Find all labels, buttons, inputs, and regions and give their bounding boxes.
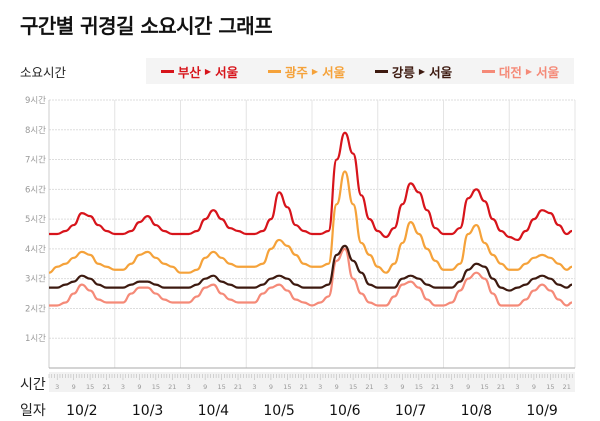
arrow-icon: ▶ <box>204 66 212 76</box>
date-tick-label: 10/7 <box>395 403 426 419</box>
legend-item: 대전 ▶ 서울 <box>481 62 560 81</box>
y-tick-label: 2시간 <box>25 303 46 314</box>
arrow-icon: ▶ <box>525 66 533 76</box>
series-line <box>48 247 573 307</box>
y-tick-label: 4시간 <box>25 244 46 255</box>
arrow-icon: ▶ <box>311 66 319 76</box>
hour-tick-label: 21 <box>300 383 308 391</box>
date-tick-label: 10/9 <box>526 403 557 419</box>
hour-tick-label: 15 <box>283 383 291 391</box>
y-tick-label: 1시간 <box>25 333 46 344</box>
time-row-label: 시간 <box>20 377 46 393</box>
hour-tick-label: 9 <box>400 383 404 391</box>
hour-tick-label: 3 <box>450 383 454 391</box>
hour-tick-label: 9 <box>203 383 207 391</box>
hour-tick-label: 15 <box>217 383 225 391</box>
legend-item: 강릉 ▶ 서울 <box>374 62 453 81</box>
hour-tick-label: 15 <box>546 383 554 391</box>
hour-tick-label: 3 <box>318 383 322 391</box>
legend-swatch <box>481 69 495 73</box>
hour-tick-label: 3 <box>55 383 59 391</box>
y-axis-title: 소요시간 <box>20 65 67 80</box>
legend-item: 광주 ▶ 서울 <box>267 62 346 81</box>
hour-tick-label: 9 <box>72 383 76 391</box>
hour-tick-label: 9 <box>466 383 470 391</box>
series-line <box>49 244 573 292</box>
hour-tick-label: 21 <box>563 383 571 391</box>
chart-title: 구간별 귀경길 소요시간 그래프 <box>20 14 273 38</box>
date-tick-label: 10/5 <box>263 403 294 419</box>
legend-origin: 대전 <box>498 64 522 80</box>
hour-tick-label: 9 <box>532 383 536 391</box>
arrow-icon: ▶ <box>418 66 426 76</box>
y-tick-label: 9시간 <box>25 95 46 106</box>
legend-destination: 서울 <box>429 64 453 80</box>
hour-tick-label: 21 <box>365 383 373 391</box>
hour-tick-label: 3 <box>252 383 256 391</box>
date-tick-label: 10/4 <box>198 403 230 419</box>
y-tick-label: 3시간 <box>25 274 46 285</box>
legend-origin: 광주 <box>284 64 308 80</box>
legend-swatch <box>160 69 174 73</box>
legend-swatch <box>267 69 281 73</box>
legend: 부산 ▶ 서울 광주 ▶ 서울 강릉 ▶ 서울 대전 ▶ 서울 <box>146 58 574 84</box>
hour-tick-label: 21 <box>168 383 176 391</box>
hour-tick-label: 21 <box>431 383 439 391</box>
y-tick-label: 8시간 <box>25 125 46 136</box>
hour-tick-label: 15 <box>415 383 423 391</box>
y-tick-label: 6시간 <box>25 184 46 195</box>
legend-destination: 서울 <box>536 64 560 80</box>
hour-tick-label: 9 <box>335 383 339 391</box>
hour-tick-label: 21 <box>497 383 505 391</box>
hour-tick-label: 3 <box>515 383 519 391</box>
hour-tick-label: 15 <box>480 383 488 391</box>
date-row-label: 일자 <box>20 403 46 419</box>
legend-origin: 강릉 <box>391 64 415 80</box>
hour-tick-label: 3 <box>187 383 191 391</box>
hour-tick-label: 3 <box>384 383 388 391</box>
y-tick-label: 5시간 <box>25 214 46 225</box>
hour-tick-label: 15 <box>349 383 357 391</box>
hour-tick-label: 21 <box>234 383 242 391</box>
legend-item: 부산 ▶ 서울 <box>160 62 239 81</box>
hour-tick-label: 9 <box>269 383 273 391</box>
date-tick-label: 10/6 <box>329 403 361 419</box>
series-line <box>49 131 573 242</box>
hour-tick-label: 9 <box>137 383 141 391</box>
legend-destination: 서울 <box>215 64 239 80</box>
date-tick-label: 10/2 <box>66 403 97 419</box>
y-tick-label: 7시간 <box>25 155 46 166</box>
date-tick-label: 10/3 <box>132 403 163 419</box>
legend-origin: 부산 <box>177 64 201 80</box>
series-line <box>48 170 573 274</box>
hour-tick-label: 15 <box>86 383 94 391</box>
hour-tick-label: 21 <box>102 383 110 391</box>
legend-destination: 서울 <box>322 64 346 80</box>
hour-tick-label: 15 <box>152 383 160 391</box>
hour-tick-label: 3 <box>121 383 125 391</box>
date-tick-label: 10/8 <box>461 403 492 419</box>
legend-swatch <box>374 69 388 73</box>
